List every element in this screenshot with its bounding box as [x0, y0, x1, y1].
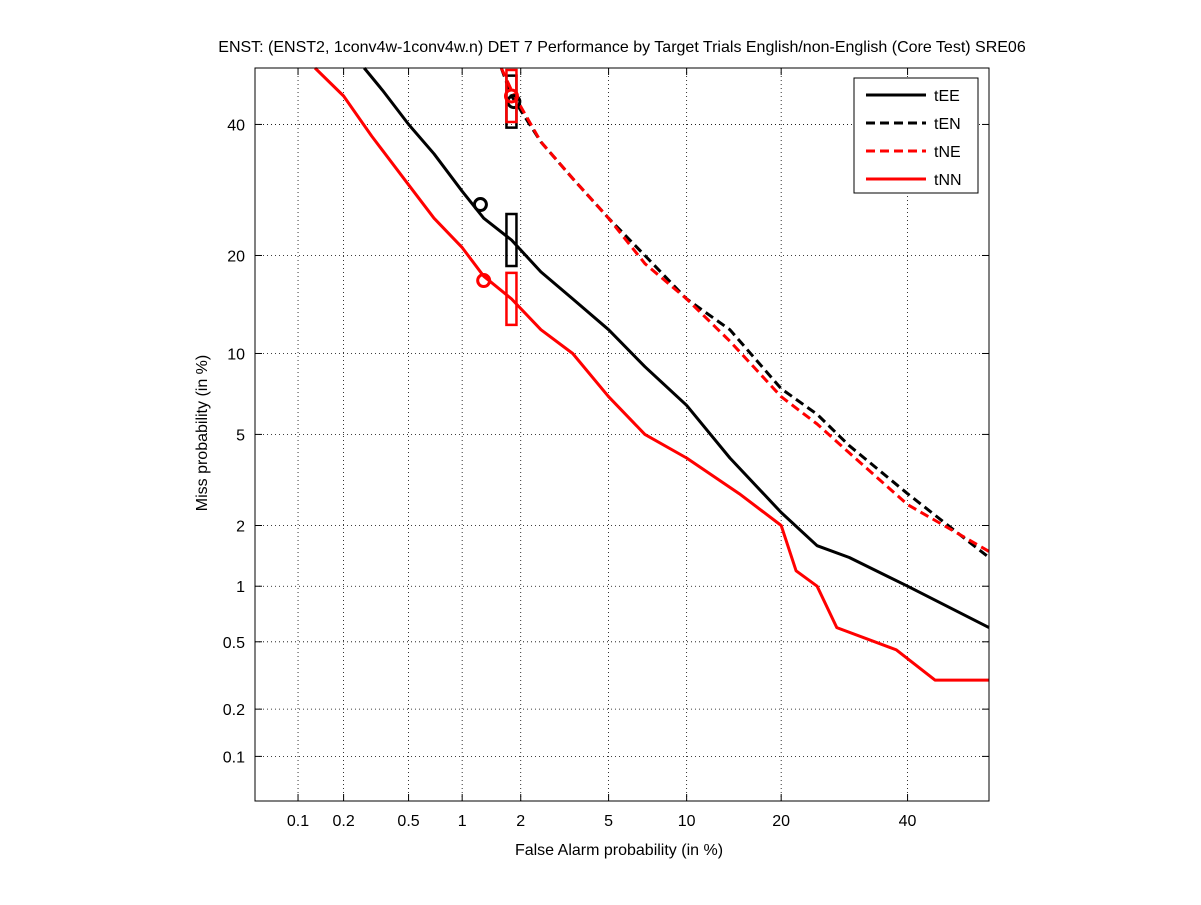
- marker-layer: [472, 68, 522, 327]
- x-tick-label: 0.5: [397, 813, 419, 830]
- series-line-tNE: [499, 67, 990, 553]
- act-dcf-marker-tNE: [505, 68, 518, 124]
- chart-title: ENST: (ENST2, 1conv4w-1conv4w.n) DET 7 P…: [218, 39, 1026, 56]
- x-tick-label: 0.2: [332, 813, 354, 830]
- act-dcf-marker-tNN: [505, 271, 518, 327]
- x-tick-label: 1: [458, 813, 467, 830]
- x-tick-label: 40: [899, 813, 917, 830]
- tick-layer: 0.1 0.2 0.5 1 2 5 10 20 40 0.1 0.2 0.5 1 2 5 10 20 40: [223, 68, 989, 830]
- legend: tEE tEN tNE tNN: [853, 77, 979, 194]
- legend-label-tNE: tNE: [934, 144, 961, 161]
- y-tick-label: 0.2: [223, 702, 245, 719]
- y-tick-label: 0.1: [223, 749, 245, 766]
- legend-label-tEN: tEN: [934, 116, 961, 133]
- x-tick-label: 5: [604, 813, 613, 830]
- series-line-tNN: [313, 66, 989, 682]
- y-tick-label: 1: [236, 579, 245, 596]
- legend-label-tNN: tNN: [934, 172, 962, 189]
- x-tick-label: 0.1: [287, 813, 309, 830]
- legend-label-tEE: tEE: [934, 88, 960, 105]
- y-tick-label: 5: [236, 427, 245, 444]
- y-axis-label: Miss probability (in %): [194, 355, 211, 511]
- x-tick-label: 20: [772, 813, 790, 830]
- series-line-tEE: [363, 67, 990, 629]
- y-tick-label: 0.5: [223, 635, 245, 652]
- act-dcf-marker-tEE: [505, 212, 518, 268]
- legend-box: [853, 77, 979, 194]
- y-tick-label: 40: [227, 117, 245, 134]
- curve-layer: [313, 66, 990, 682]
- min-dcf-marker-tNN: [476, 273, 492, 289]
- y-tick-label: 2: [236, 518, 245, 535]
- x-axis-label: False Alarm probability (in %): [515, 842, 723, 859]
- y-tick-label: 20: [227, 248, 245, 265]
- y-tick-label: 10: [227, 346, 245, 363]
- x-tick-label: 2: [516, 813, 525, 830]
- x-tick-label: 10: [678, 813, 696, 830]
- min-dcf-marker-tEE: [472, 197, 488, 213]
